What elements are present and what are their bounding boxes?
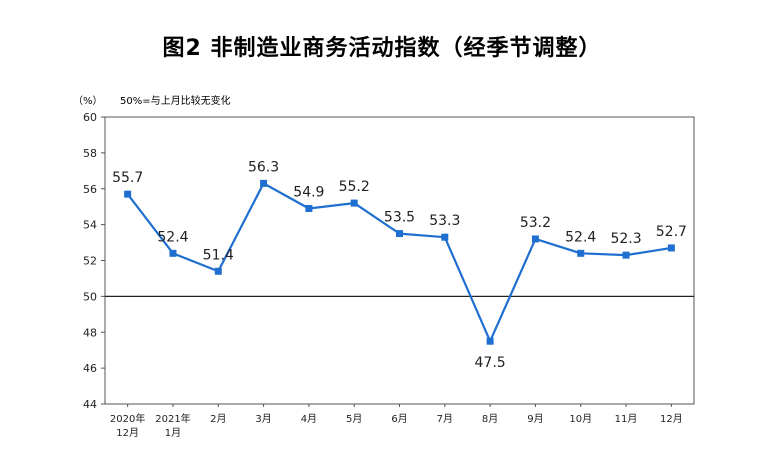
data-point xyxy=(350,199,358,207)
x-tick-label: 4月 xyxy=(301,413,317,425)
x-tick-label: 2月 xyxy=(210,413,226,425)
data-point xyxy=(214,267,222,275)
x-tick-label: 2021年 1月 xyxy=(155,412,190,439)
data-point xyxy=(622,251,630,259)
x-tick-label: 6月 xyxy=(391,413,407,425)
data-label: 53.5 xyxy=(384,210,415,226)
data-label: 56.3 xyxy=(248,159,279,175)
x-tick-label: 5月 xyxy=(346,413,362,425)
data-label: 52.4 xyxy=(157,229,188,245)
y-unit-label: （%） xyxy=(73,96,103,107)
data-label: 54.9 xyxy=(293,184,324,200)
data-point xyxy=(260,179,268,187)
data-point xyxy=(396,230,403,238)
data-point xyxy=(577,249,585,257)
data-point xyxy=(305,204,313,212)
x-tick-label: 3月 xyxy=(255,413,271,425)
y-tick-label: 52 xyxy=(83,255,97,268)
y-tick-label: 56 xyxy=(83,183,97,196)
data-label: 53.3 xyxy=(429,213,460,229)
x-tick-label: 8月 xyxy=(482,413,498,425)
data-label: 52.3 xyxy=(610,231,641,247)
y-tick-label: 58 xyxy=(83,147,97,160)
data-label: 55.7 xyxy=(112,170,143,186)
y-tick-label: 60 xyxy=(83,111,97,124)
data-point xyxy=(486,337,494,345)
data-point xyxy=(531,235,539,243)
x-tick-label: 2020年 12月 xyxy=(110,412,145,439)
data-label: 51.4 xyxy=(203,247,234,263)
x-tick-label: 11月 xyxy=(615,413,638,425)
y-tick-label: 48 xyxy=(83,326,97,339)
data-label: 47.5 xyxy=(475,355,506,371)
y-tick-label: 50 xyxy=(83,290,97,303)
x-tick-label: 12月 xyxy=(660,413,683,425)
data-label: 52.4 xyxy=(565,229,596,245)
data-point xyxy=(441,233,449,241)
data-label: 52.7 xyxy=(656,224,687,240)
x-tick-label: 7月 xyxy=(437,413,453,425)
chart-title: 图2 非制造业商务活动指数（经季节调整） xyxy=(162,36,602,61)
y-tick-label: 54 xyxy=(83,219,97,232)
data-point xyxy=(667,244,675,252)
data-point xyxy=(169,249,177,257)
y-tick-label: 46 xyxy=(83,362,97,375)
data-label: 55.2 xyxy=(339,179,370,195)
data-label: 53.2 xyxy=(520,215,551,231)
data-point xyxy=(124,190,132,198)
y-tick-label: 44 xyxy=(83,398,97,411)
x-tick-label: 10月 xyxy=(569,413,592,425)
chart-note: 50%=与上月比较无变化 xyxy=(120,96,231,107)
x-tick-label: 9月 xyxy=(527,413,543,425)
